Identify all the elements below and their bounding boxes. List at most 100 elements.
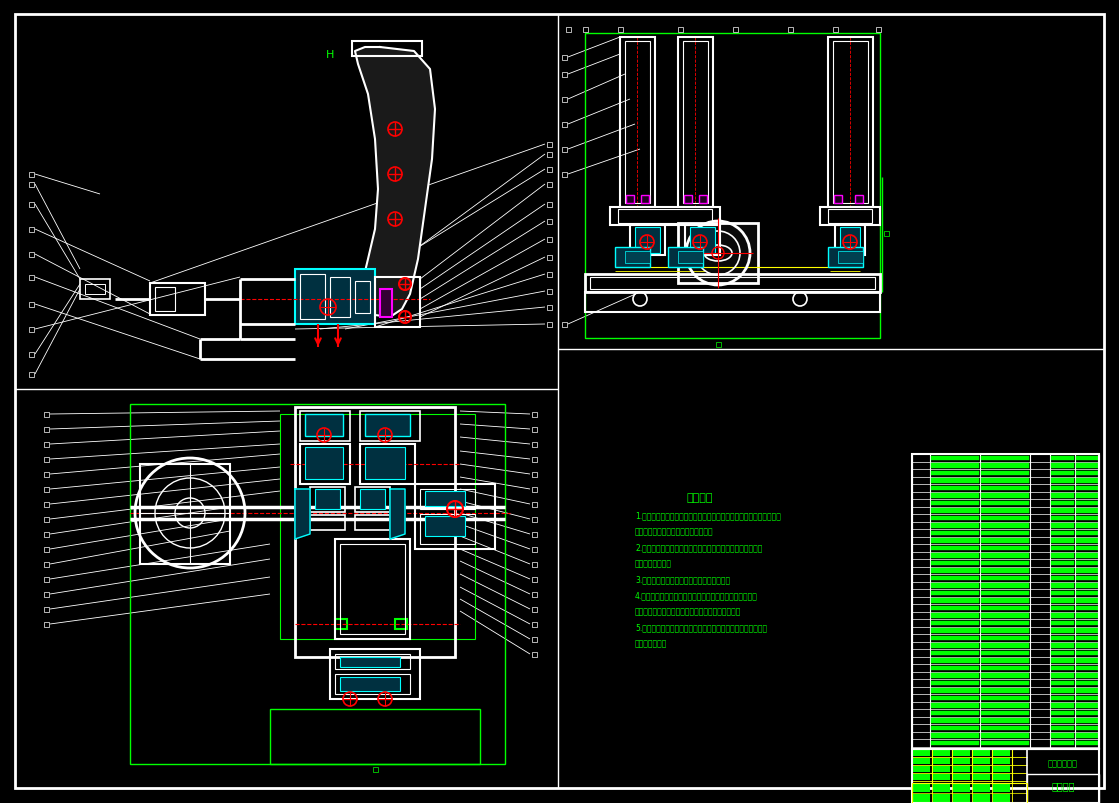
Bar <box>833 27 837 32</box>
Bar <box>1076 711 1098 715</box>
Bar <box>562 173 566 177</box>
Bar <box>85 284 105 295</box>
Bar <box>981 598 1029 603</box>
Bar <box>1051 508 1074 513</box>
Bar <box>1076 576 1098 581</box>
Bar <box>1076 718 1098 723</box>
Bar <box>931 726 979 730</box>
Bar <box>1051 463 1074 468</box>
Bar <box>981 605 1029 610</box>
Bar <box>355 487 391 512</box>
Bar <box>683 42 708 204</box>
Bar <box>1051 681 1074 685</box>
Bar <box>981 726 1029 730</box>
Bar <box>1051 591 1074 595</box>
Bar <box>931 538 979 543</box>
Bar <box>913 774 930 780</box>
Bar <box>981 524 1029 528</box>
Text: 求才能装配上模。: 求才能装配上模。 <box>634 559 673 568</box>
Bar <box>1076 658 1098 662</box>
Bar <box>931 666 979 671</box>
Bar <box>678 38 713 208</box>
Bar <box>981 650 1029 655</box>
Bar <box>360 489 385 509</box>
Bar <box>715 342 721 347</box>
Bar <box>913 750 930 756</box>
Bar <box>44 532 48 537</box>
Bar <box>981 471 1029 475</box>
Bar <box>788 27 792 32</box>
Bar <box>316 489 340 509</box>
Bar <box>1051 583 1074 588</box>
Bar <box>981 479 1029 483</box>
Bar <box>953 750 970 756</box>
Bar <box>1051 673 1074 678</box>
Bar <box>626 42 650 204</box>
Bar <box>620 38 655 208</box>
Bar <box>532 562 536 567</box>
Bar <box>974 750 990 756</box>
Bar <box>1051 538 1074 543</box>
Bar <box>931 695 979 700</box>
Bar <box>615 247 650 267</box>
Bar <box>1051 658 1074 662</box>
Bar <box>532 517 536 522</box>
Bar <box>310 487 345 512</box>
Text: 湖南科技大学: 湖南科技大学 <box>1049 759 1078 768</box>
Bar <box>1051 695 1074 700</box>
Bar <box>974 774 990 780</box>
Bar <box>532 487 536 492</box>
Bar <box>270 709 480 764</box>
Bar <box>981 493 1029 498</box>
Bar <box>828 247 863 267</box>
Bar <box>352 42 422 57</box>
Bar <box>532 472 536 477</box>
Bar <box>1076 479 1098 483</box>
Text: 2.密封元件安装前必须检查尺寸，实测达到图纸尺寸不超差要: 2.密封元件安装前必须检查尺寸，实测达到图纸尺寸不超差要 <box>634 543 762 552</box>
Bar <box>981 643 1029 648</box>
Bar <box>546 202 552 207</box>
Text: 制动踩板: 制动踩板 <box>1051 780 1074 790</box>
Bar <box>931 628 979 633</box>
Bar <box>931 583 979 588</box>
Bar <box>981 486 1029 491</box>
Bar <box>626 251 650 263</box>
Bar <box>1051 471 1074 475</box>
Bar <box>44 592 48 597</box>
Bar <box>44 442 48 447</box>
Text: 4.安装密封圈元件，严禁打流应用不合要求的备教密封元件: 4.安装密封圈元件，严禁打流应用不合要求的备教密封元件 <box>634 591 758 600</box>
Bar <box>1076 688 1098 693</box>
Bar <box>546 255 552 260</box>
Bar <box>532 532 536 537</box>
Bar <box>953 794 970 802</box>
Bar <box>335 619 347 630</box>
Bar <box>300 275 325 320</box>
Bar <box>532 622 536 626</box>
Bar <box>44 562 48 567</box>
Bar <box>1051 486 1074 491</box>
Bar <box>44 472 48 477</box>
Bar <box>365 414 410 437</box>
Bar <box>981 560 1029 565</box>
Bar <box>981 591 1029 595</box>
Bar <box>355 282 370 314</box>
Bar <box>820 208 880 226</box>
Bar <box>1076 546 1098 550</box>
Bar <box>931 605 979 610</box>
Bar <box>1027 749 1099 803</box>
Bar <box>634 228 660 254</box>
Bar <box>375 278 420 328</box>
Bar <box>981 733 1029 738</box>
Bar <box>44 487 48 492</box>
Bar <box>330 278 350 318</box>
Bar <box>28 302 34 307</box>
Bar <box>1076 583 1098 588</box>
Bar <box>931 613 979 618</box>
Bar <box>1076 591 1098 595</box>
Bar <box>44 607 48 612</box>
Bar <box>1051 740 1074 745</box>
Bar <box>1076 471 1098 475</box>
Bar <box>28 252 34 257</box>
Bar <box>953 784 970 792</box>
Bar <box>79 279 110 300</box>
